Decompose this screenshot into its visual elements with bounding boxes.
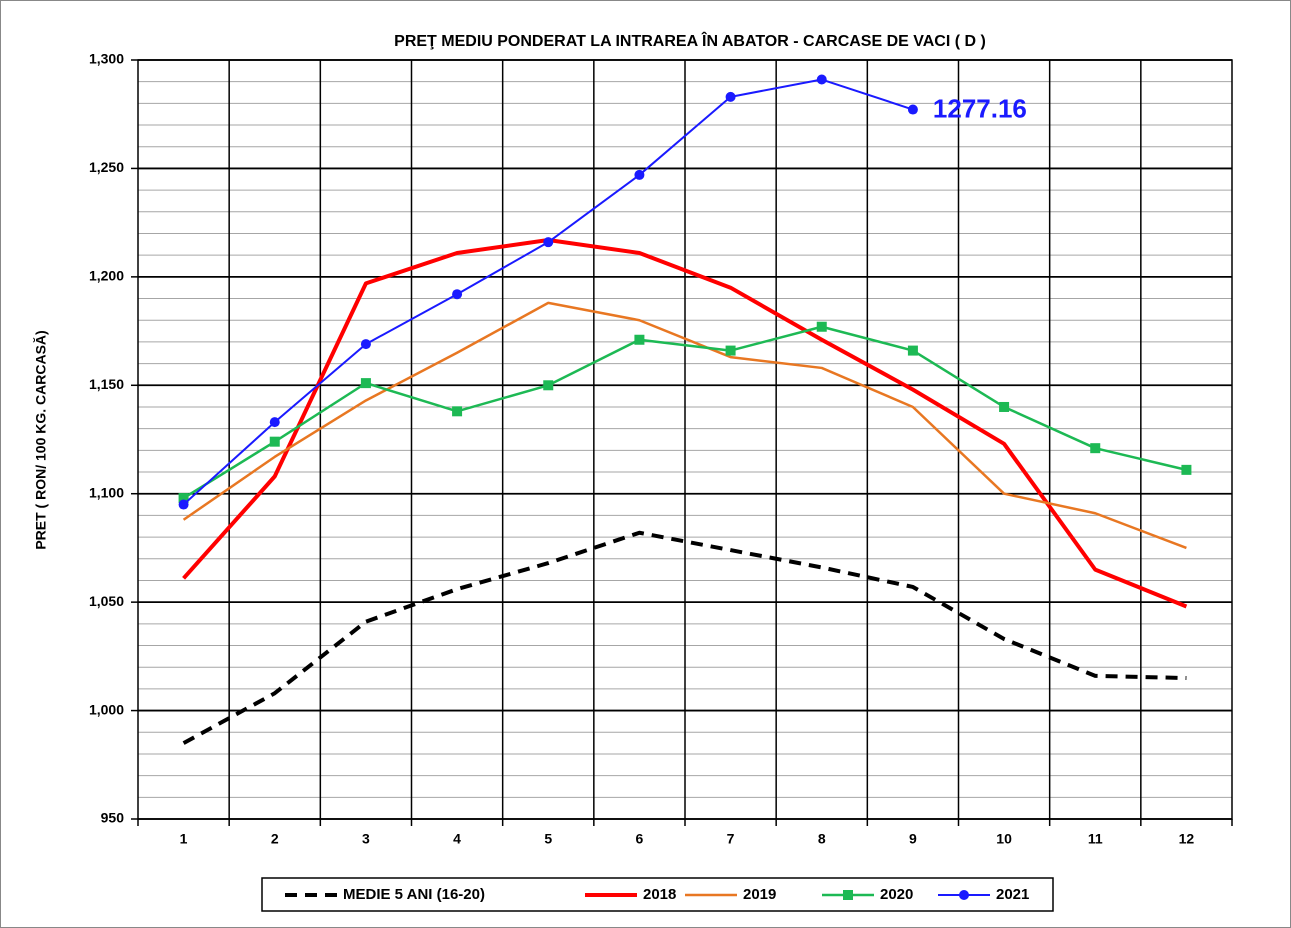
point xyxy=(543,237,554,248)
y-axis-label: PRET ( RON/ 100 KG. CARCASĂ) xyxy=(33,330,49,549)
point xyxy=(269,436,280,447)
annotation: 1277.16 xyxy=(933,93,1027,123)
point xyxy=(269,417,280,428)
y-tick-label: 1,200 xyxy=(89,268,124,284)
point xyxy=(452,289,463,300)
x-tick-label: 9 xyxy=(909,831,917,847)
y-tick-label: 1,250 xyxy=(89,159,124,175)
legend-label: 2019 xyxy=(743,886,776,903)
point xyxy=(999,401,1010,412)
point xyxy=(543,380,554,391)
x-tick-label: 5 xyxy=(544,831,552,847)
point xyxy=(1090,443,1101,454)
x-tick-label: 11 xyxy=(1088,831,1103,847)
plot-border xyxy=(137,59,1233,820)
point xyxy=(452,406,463,417)
legend-box xyxy=(261,877,1054,912)
series-line xyxy=(182,237,1188,609)
legend-label: MEDIE 5 ANI (16-20) xyxy=(343,886,485,903)
y-tick-label: 1,000 xyxy=(89,701,124,717)
y-tick-label: 950 xyxy=(101,810,125,826)
series-line xyxy=(182,530,1187,745)
x-tick-label: 8 xyxy=(818,831,826,847)
point xyxy=(816,321,827,332)
y-tick-label: 1,100 xyxy=(89,484,124,500)
point xyxy=(907,104,918,115)
series-line xyxy=(182,301,1187,550)
point xyxy=(816,74,827,85)
point xyxy=(634,169,645,180)
x-tick-label: 7 xyxy=(727,831,735,847)
x-tick-label: 12 xyxy=(1179,831,1195,847)
legend-label: 2018 xyxy=(643,886,676,903)
x-tick-label: 3 xyxy=(362,831,370,847)
point xyxy=(178,493,189,504)
point xyxy=(360,339,371,350)
y-tick-label: 1,150 xyxy=(89,376,124,392)
series-line xyxy=(182,325,1187,500)
legend-label: 2020 xyxy=(880,886,913,903)
y-tick-label: 1,300 xyxy=(89,51,124,67)
chart-title: PREŢ MEDIU PONDERAT LA INTRAREA ÎN ABATO… xyxy=(394,31,986,50)
y-tick-label: 1,050 xyxy=(89,593,124,609)
x-tick-label: 4 xyxy=(453,831,461,847)
point xyxy=(634,334,645,345)
point xyxy=(178,499,189,510)
point xyxy=(1181,464,1192,475)
x-tick-label: 6 xyxy=(636,831,644,847)
point xyxy=(360,378,371,389)
point xyxy=(907,345,918,356)
x-tick-label: 1 xyxy=(180,831,188,847)
legend-label: 2021 xyxy=(996,886,1029,903)
point xyxy=(725,345,736,356)
x-tick-label: 10 xyxy=(996,831,1012,847)
legend-marker xyxy=(959,890,969,900)
x-tick-label: 2 xyxy=(271,831,279,847)
legend-marker xyxy=(843,890,853,900)
point xyxy=(725,91,736,102)
